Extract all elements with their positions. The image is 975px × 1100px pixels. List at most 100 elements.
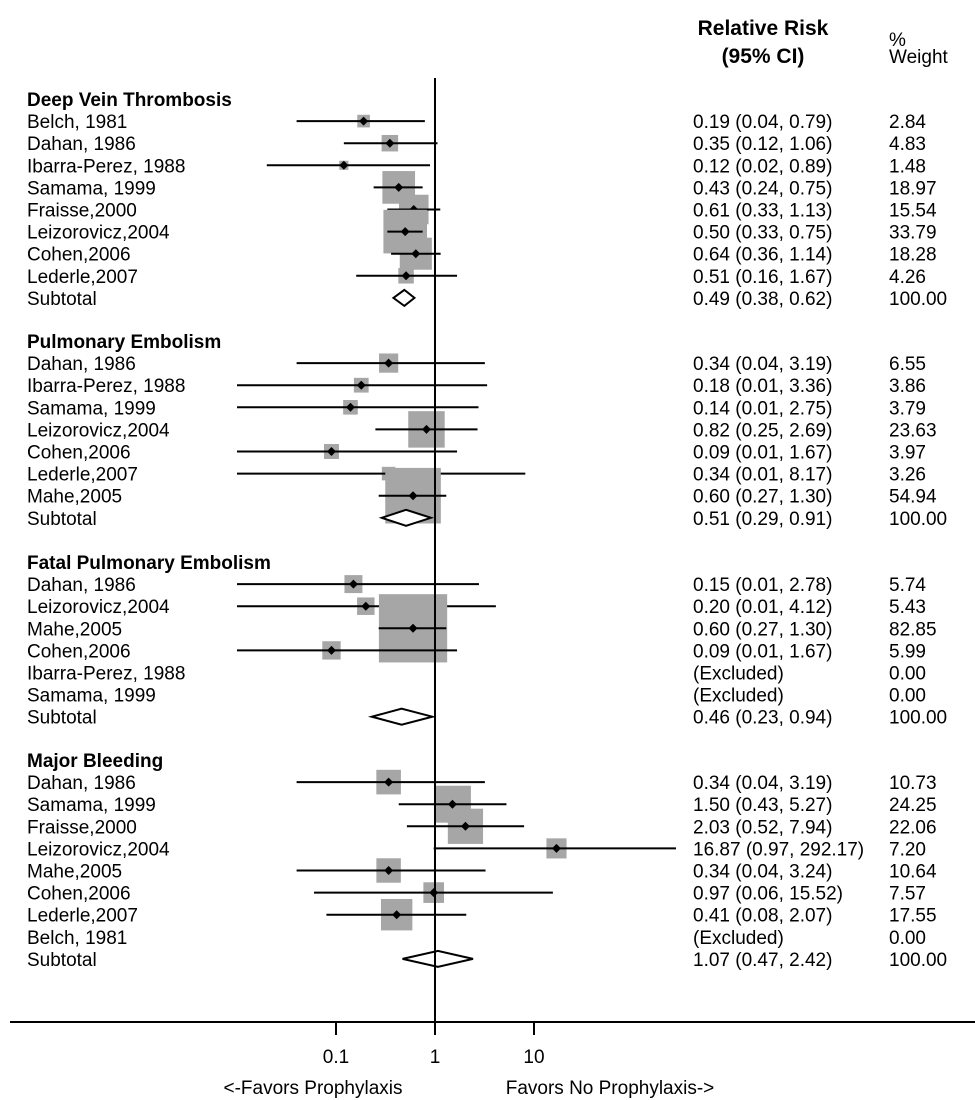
weight-value: 3.97 (889, 443, 926, 464)
study-label: Samama, 1999 (27, 686, 156, 707)
point-estimate (339, 160, 349, 170)
study-label: Ibarra-Perez, 1988 (27, 664, 185, 685)
point-estimate (384, 777, 394, 787)
ci-value: 0.19 (0.04, 0.79) (693, 112, 832, 133)
study-row: Samama, 1999 0.43 (0.24, 0.75) 18.97 (27, 171, 937, 204)
study-label: Mahe,2005 (27, 487, 122, 508)
study-label: Samama, 1999 (27, 795, 156, 816)
study-label: Cohen,2006 (27, 443, 131, 464)
study-row: Cohen,2006 0.64 (0.36, 1.14) 18.28 (27, 237, 937, 270)
weight-value: 4.83 (889, 134, 926, 155)
weight-value: 17.55 (889, 906, 937, 927)
weight-value: 1.48 (889, 156, 926, 177)
ci-value: 0.15 (0.01, 2.78) (693, 575, 832, 596)
study-label: Leizorovicz,2004 (27, 223, 170, 244)
ci-value: 0.34 (0.01, 8.17) (693, 465, 832, 486)
point-estimate (392, 910, 402, 920)
weight-value: 0.00 (889, 686, 926, 707)
ci-value: 0.14 (0.01, 2.75) (693, 398, 832, 419)
point-estimate (384, 866, 394, 875)
weight-value: 15.54 (889, 201, 937, 222)
point-estimate (394, 182, 404, 192)
weight-value: 5.99 (889, 641, 926, 662)
weight-value: 22.06 (889, 817, 937, 838)
subtotal-row: Subtotal 1.07 (0.47, 2.42) 100.00 (27, 949, 947, 971)
weight-value: 3.26 (889, 465, 926, 486)
study-label: Cohen,2006 (27, 641, 131, 662)
point-estimate (348, 579, 358, 589)
study-label: Dahan, 1986 (27, 575, 136, 596)
study-row: Ibarra-Perez, 1988 0.12 (0.02, 0.89) 1.48 (27, 156, 926, 177)
x-tick-label: 1 (430, 1047, 441, 1068)
study-row: Dahan, 1986 0.34 (0.04, 3.19) 6.55 (27, 353, 926, 375)
ci-value: 0.34 (0.04, 3.19) (693, 773, 832, 794)
weight-value: 24.25 (889, 795, 937, 816)
subtotal-weight-value: 100.00 (889, 950, 947, 971)
group-title: Fatal Pulmonary Embolism (27, 553, 271, 574)
subtotal-ci-value: 0.51 (0.29, 0.91) (693, 509, 832, 530)
study-label: Cohen,2006 (27, 884, 131, 905)
weight-value: 5.43 (889, 597, 926, 618)
study-row: Lederle,2007 0.41 (0.08, 2.07) 17.55 (27, 898, 937, 931)
study-label: Leizorovicz,2004 (27, 839, 170, 860)
point-estimate (460, 821, 470, 831)
study-row: Samama, 1999 (Excluded) 0.00 (27, 686, 926, 707)
ci-value: 0.60 (0.27, 1.30) (693, 619, 832, 640)
ci-value: 0.97 (0.06, 15.52) (693, 884, 843, 905)
weight-value: 23.63 (889, 420, 937, 441)
subtotal-diamond (378, 508, 435, 527)
study-row: Leizorovicz,2004 0.50 (0.33, 0.75) 33.79 (27, 209, 937, 254)
study-label: Fraisse,2000 (27, 201, 137, 222)
x-axis-ticks: 0.1 1 10 (323, 1022, 545, 1068)
relative-risk-header: Relative Risk (698, 17, 829, 40)
study-row: Dahan, 1986 0.15 (0.01, 2.78) 5.74 (27, 575, 926, 596)
point-estimate (411, 249, 421, 259)
weight-value: 4.26 (889, 267, 926, 288)
ci-value: 0.34 (0.04, 3.24) (693, 862, 832, 883)
weight-value: 10.64 (889, 862, 937, 883)
ci-header: (95% CI) (722, 45, 805, 68)
subtotal-ci-value: 1.07 (0.47, 2.42) (693, 950, 832, 971)
weight-value: 7.57 (889, 884, 926, 905)
study-label: Samama, 1999 (27, 398, 156, 419)
favors-no-prophylaxis-caption: Favors No Prophylaxis-> (506, 1078, 715, 1099)
group-title: Deep Vein Thrombosis (27, 90, 232, 111)
subtotal-diamond (391, 288, 417, 308)
point-estimate (447, 799, 457, 809)
study-label: Cohen,2006 (27, 245, 131, 266)
ci-value: 0.09 (0.01, 1.67) (693, 641, 832, 662)
ci-value: 0.41 (0.08, 2.07) (693, 906, 832, 927)
ci-value: 0.51 (0.16, 1.67) (693, 267, 832, 288)
subtotal-weight-value: 100.00 (889, 509, 947, 530)
ci-value: 0.34 (0.04, 3.19) (693, 354, 832, 375)
point-estimate (359, 116, 369, 126)
point-estimate (326, 645, 336, 655)
subtotal-weight-value: 100.00 (889, 708, 947, 729)
point-estimate (345, 402, 355, 412)
ci-value: 0.82 (0.25, 2.69) (693, 420, 832, 441)
weight-value: 54.94 (889, 487, 937, 508)
study-row: Cohen,2006 0.09 (0.01, 1.67) 5.99 (27, 641, 926, 662)
subtotal-label: Subtotal (27, 708, 97, 729)
ci-value: 1.50 (0.43, 5.27) (693, 795, 832, 816)
group-title: Major Bleeding (27, 751, 163, 772)
weight-value: 10.73 (889, 773, 937, 794)
weight-value: 82.85 (889, 619, 937, 640)
ci-value: 0.20 (0.01, 4.12) (693, 597, 832, 618)
study-row: Ibarra-Perez, 1988 (Excluded) 0.00 (27, 664, 926, 685)
study-row: Belch, 1981 (Excluded) 0.00 (27, 928, 926, 949)
ci-value: 0.09 (0.01, 1.67) (693, 443, 832, 464)
study-label: Lederle,2007 (27, 465, 138, 486)
study-row: Dahan, 1986 0.35 (0.12, 1.06) 4.83 (27, 134, 926, 155)
weight-value: 7.20 (889, 839, 926, 860)
favors-prophylaxis-caption: <-Favors Prophylaxis (224, 1078, 403, 1099)
study-label: Lederle,2007 (27, 906, 138, 927)
study-label: Samama, 1999 (27, 178, 156, 199)
study-label: Leizorovicz,2004 (27, 597, 170, 618)
study-row: Leizorovicz,2004 0.20 (0.01, 4.12) 5.43 (27, 597, 926, 618)
point-estimate (401, 271, 411, 281)
subtotal-diamond (367, 707, 437, 726)
point-estimate (385, 138, 395, 148)
weight-value: 18.28 (889, 245, 937, 266)
